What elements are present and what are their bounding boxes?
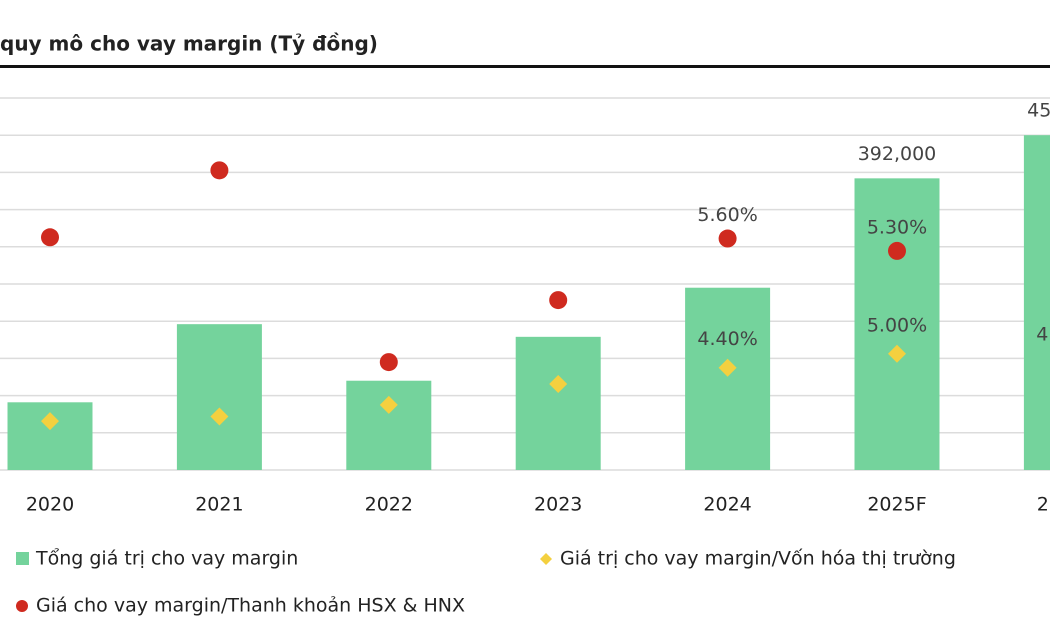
x-tick-label: 2026F: [1037, 494, 1050, 516]
x-tick-label: 2025F: [867, 494, 926, 516]
data-label: 450,000: [1027, 100, 1050, 122]
dot-marker: [41, 228, 59, 247]
chart-title: quy mô cho vay margin (Tỷ đồng): [0, 32, 378, 56]
dot-marker: [379, 353, 398, 372]
dot-marker: [549, 291, 568, 310]
x-tick-label: 2020: [26, 494, 74, 516]
x-tick-label: 2024: [703, 494, 751, 516]
legend-swatch: [16, 600, 28, 612]
bar: [854, 178, 940, 471]
dot-marker: [210, 161, 229, 180]
bar: [346, 380, 432, 470]
title-rule: [0, 65, 1050, 68]
legend-label: Tổng giá trị cho vay margin: [35, 548, 298, 570]
dot-marker: [888, 241, 906, 260]
bar: [176, 324, 262, 470]
bar: [515, 336, 601, 470]
legend-swatch: [540, 553, 552, 565]
legend-swatch: [16, 552, 29, 565]
bar: [1023, 135, 1050, 470]
data-label: 5.00%: [867, 314, 927, 336]
x-tick-label: 2022: [365, 494, 413, 516]
diamond-marker: [210, 407, 229, 426]
x-tick-label: 2023: [534, 494, 582, 516]
data-label: 5.60%: [697, 204, 757, 226]
diamond-marker: [549, 374, 568, 393]
data-label: 5.30%: [867, 216, 927, 238]
diamond-marker: [41, 412, 59, 431]
data-label: 4.60%: [1036, 324, 1050, 346]
legend-label: Giá cho vay margin/Thanh khoản HSX & HNX: [36, 595, 465, 617]
diamond-marker: [718, 358, 737, 377]
data-label: 392,000: [858, 143, 937, 165]
diamond-marker: [379, 395, 398, 414]
dot-marker: [718, 229, 737, 248]
bar: [685, 287, 771, 470]
diamond-marker: [888, 344, 906, 363]
x-tick-label: 2021: [195, 494, 243, 516]
legend-label: Giá trị cho vay margin/Vốn hóa thị trườn…: [560, 548, 956, 570]
data-label: 4.40%: [697, 328, 757, 350]
